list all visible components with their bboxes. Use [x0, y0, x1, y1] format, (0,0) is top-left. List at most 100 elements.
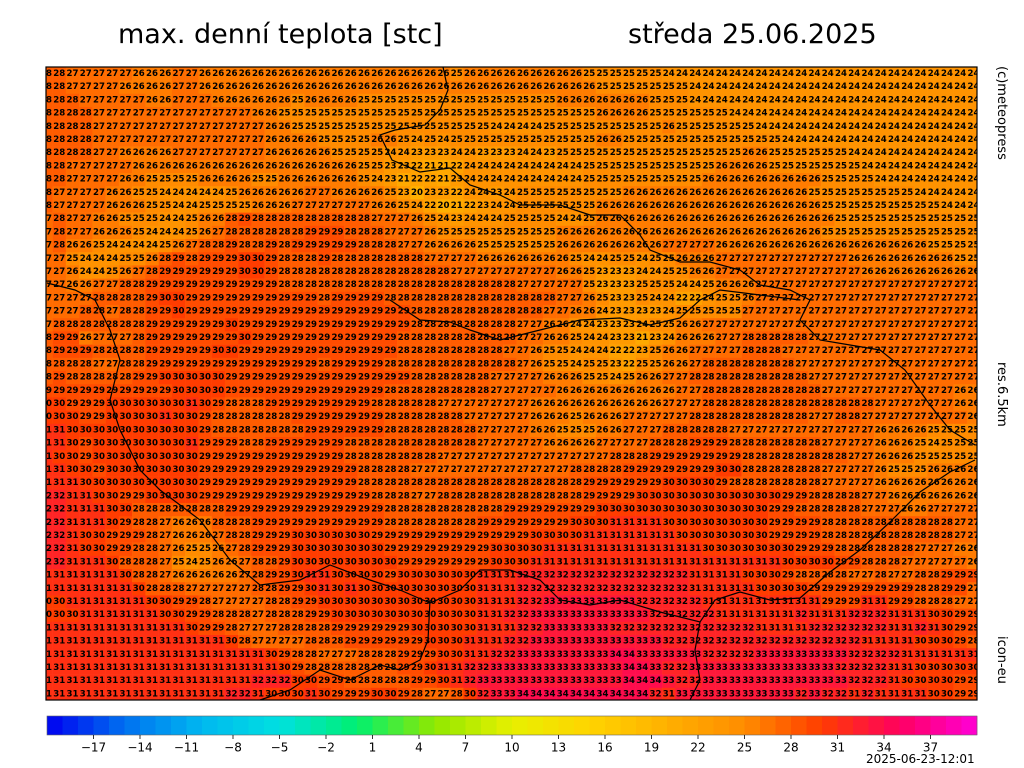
temperature-value: 29	[305, 346, 317, 356]
temperature-value: 27	[862, 293, 874, 303]
temperature-value: 28	[133, 359, 145, 369]
temperature-value: 29	[358, 320, 370, 330]
temperature-value: 29	[146, 320, 158, 330]
temperature-value: 27	[862, 280, 874, 290]
temperature-value: 29	[146, 359, 158, 369]
temperature-value: 24	[769, 122, 781, 132]
temperature-value: 25	[663, 95, 675, 105]
temperature-value: 25	[968, 254, 980, 264]
temperature-value: 30	[226, 346, 238, 356]
temperature-value: 25	[504, 135, 516, 145]
temperature-value: 26	[716, 280, 728, 290]
temperature-value: 27	[67, 227, 79, 237]
temperature-cell	[768, 133, 782, 147]
temperature-value: 25	[544, 188, 556, 198]
temperature-value: 25	[583, 161, 595, 171]
temperature-value: 24	[822, 122, 834, 132]
temperature-value: 27	[212, 227, 224, 237]
temperature-cell	[251, 133, 265, 147]
temperature-value: 26	[504, 82, 516, 92]
temperature-value: 29	[305, 307, 317, 317]
temperature-value: 27	[517, 280, 529, 290]
temperature-value: 27	[544, 307, 556, 317]
temperature-value: 23	[597, 320, 609, 330]
temperature-value: 24	[504, 161, 516, 171]
temperature-value: 25	[795, 148, 807, 158]
temperature-cell	[821, 120, 835, 134]
temperature-cell	[370, 120, 385, 134]
temperature-value: 25	[517, 188, 529, 198]
temperature-value: 27	[93, 122, 105, 132]
temperature-cell	[847, 67, 862, 81]
temperature-value: 25	[570, 333, 582, 343]
temperature-value: 25	[345, 148, 357, 158]
temperature-value: 24	[756, 82, 768, 92]
temperature-value: 23	[610, 307, 622, 317]
temperature-value: 27	[53, 201, 65, 211]
temperature-cell	[118, 120, 133, 134]
temperature-cell	[688, 67, 703, 81]
temperature-cell	[423, 107, 438, 121]
temperature-cell	[304, 133, 318, 147]
temperature-cell	[622, 93, 636, 108]
temperature-value: 24	[941, 175, 953, 185]
temperature-value: 25	[159, 201, 171, 211]
temperature-value: 24	[663, 293, 675, 303]
temperature-value: 28	[451, 293, 463, 303]
temperature-value: 27	[888, 333, 900, 343]
temperature-cell	[701, 80, 716, 95]
temperature-value: 27	[729, 346, 741, 356]
temperature-cell	[357, 133, 371, 147]
temperature-cell	[807, 120, 822, 134]
temperature-value: 25	[703, 307, 715, 317]
temperature-value: 24	[173, 214, 185, 224]
temperature-value: 27	[186, 135, 198, 145]
temperature-value: 28	[451, 333, 463, 343]
temperature-value: 24	[80, 267, 92, 277]
temperature-value: 24	[848, 95, 860, 105]
temperature-cell	[251, 67, 265, 81]
temperature-value: 25	[689, 122, 701, 132]
temperature-value: 24	[941, 69, 953, 79]
temperature-value: 26	[610, 109, 622, 119]
temperature-value: 28	[239, 227, 251, 237]
temperature-value: 27	[676, 241, 688, 251]
temperature-cell	[794, 120, 809, 134]
temperature-value: 26	[875, 267, 887, 277]
temperature-value: 27	[769, 293, 781, 303]
temperature-value: 25	[67, 254, 79, 264]
temperature-value: 30	[239, 333, 251, 343]
temperature-value: 24	[729, 82, 741, 92]
temperature-value: 27	[888, 280, 900, 290]
temperature-value: 25	[517, 109, 529, 119]
temperature-value: 26	[557, 227, 569, 237]
temperature-value: 24	[106, 254, 118, 264]
temperature-value: 26	[305, 175, 317, 185]
temperature-value: 25	[226, 188, 238, 198]
temperature-value: 28	[424, 307, 436, 317]
temperature-value: 26	[954, 267, 966, 277]
temperature-value: 24	[689, 280, 701, 290]
temperature-value: 26	[597, 227, 609, 237]
temperature-value: 26	[199, 214, 211, 224]
temperature-value: 24	[464, 161, 476, 171]
temperature-value: 28	[53, 214, 65, 224]
temperature-value: 26	[782, 241, 794, 251]
temperature-cell	[688, 80, 703, 95]
temperature-value: 27	[120, 135, 132, 145]
temperature-cell	[768, 93, 782, 108]
temperature-value: 25	[928, 227, 940, 237]
temperature-cell	[821, 80, 835, 95]
temperature-value: 23	[610, 293, 622, 303]
temperature-value: 24	[888, 175, 900, 185]
temperature-value: 25	[318, 135, 330, 145]
temperature-value: 29	[146, 307, 158, 317]
temperature-value: 25	[888, 201, 900, 211]
temperature-value: 27	[756, 267, 768, 277]
temperature-value: 29	[186, 267, 198, 277]
temperature-value: 24	[530, 175, 542, 185]
temperature-value: 28	[53, 69, 65, 79]
temperature-cell	[158, 80, 173, 95]
temperature-value: 27	[901, 320, 913, 330]
temperature-value: 25	[941, 241, 953, 251]
